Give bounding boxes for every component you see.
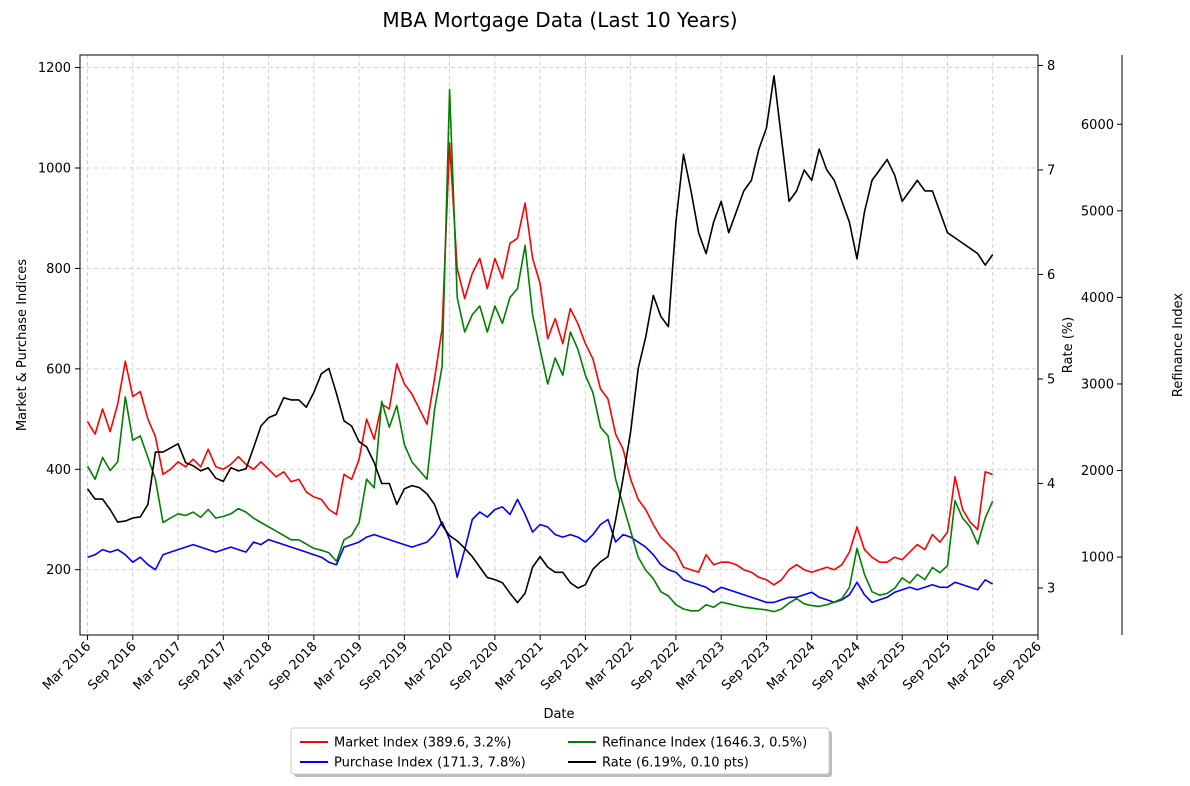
x-tick-label: Sep 2025 xyxy=(900,639,954,693)
x-tick-label: Sep 2022 xyxy=(629,639,683,693)
left-y-tick-label: 1200 xyxy=(38,61,71,76)
left-y-tick-label: 400 xyxy=(46,463,71,478)
x-tick-label: Sep 2020 xyxy=(447,639,501,693)
series-line-refinance xyxy=(86,88,994,613)
x-tick-label: Mar 2019 xyxy=(312,639,366,693)
series-line-rate xyxy=(86,75,994,604)
left-axis-label: Market & Purchase Indices xyxy=(15,259,30,431)
x-tick-label: Mar 2024 xyxy=(764,639,818,693)
x-tick-label: Mar 2017 xyxy=(131,639,185,693)
x-tick-label: Sep 2023 xyxy=(719,639,773,693)
legend: Market Index (389.6, 3.2%) Purchase Index… xyxy=(290,727,832,777)
right-y-tick-label: 8 xyxy=(1047,59,1055,74)
legend-label: Rate (6.19%, 0.10 pts) xyxy=(602,756,749,771)
x-tick-label: Sep 2021 xyxy=(538,639,592,693)
refinance-y-tick-label: 5000 xyxy=(1081,204,1114,219)
right-axis-label: Rate (%) xyxy=(1061,317,1076,373)
x-tick-label: Sep 2019 xyxy=(357,639,411,693)
x-tick-label: Mar 2021 xyxy=(493,639,547,693)
series-line-purchase xyxy=(87,498,994,604)
x-tick-label: Mar 2016 xyxy=(40,639,94,693)
right-y-tick-label: 3 xyxy=(1047,581,1055,596)
refinance-y-tick-label: 1000 xyxy=(1081,551,1114,566)
right-y-tick-label: 5 xyxy=(1047,372,1055,387)
plot-frame xyxy=(79,54,1039,636)
x-tick-label: Mar 2025 xyxy=(855,639,909,693)
x-tick-label: Mar 2018 xyxy=(221,639,275,693)
x-tick-label: Sep 2017 xyxy=(176,639,230,693)
series-layer xyxy=(86,75,994,613)
chart-title: MBA Mortgage Data (Last 10 Years) xyxy=(382,8,737,32)
x-tick-label: Mar 2020 xyxy=(402,639,456,693)
left-y-tick-label: 1000 xyxy=(38,161,71,176)
legend-label: Refinance Index (1646.3, 0.5%) xyxy=(602,736,807,751)
left-y-tick-label: 200 xyxy=(46,563,71,578)
left-y-tick-label: 800 xyxy=(46,262,71,277)
left-y-tick-label: 600 xyxy=(46,362,71,377)
grid-layer xyxy=(80,55,1039,635)
x-tick-label: Sep 2026 xyxy=(991,639,1045,693)
right-y-tick-label: 7 xyxy=(1047,163,1055,178)
x-axis-label: Date xyxy=(543,707,574,722)
series-line-market xyxy=(86,142,993,586)
x-tick-label: Sep 2016 xyxy=(85,639,139,693)
x-tick-label: Mar 2023 xyxy=(674,639,728,693)
legend-label: Market Index (389.6, 3.2%) xyxy=(334,736,511,751)
refinance-axis-label: Refinance Index xyxy=(1171,293,1186,397)
refinance-y-tick-label: 6000 xyxy=(1081,118,1114,133)
refinance-y-tick-label: 4000 xyxy=(1081,291,1114,306)
refinance-y-tick-label: 2000 xyxy=(1081,464,1114,479)
right-y-tick-label: 4 xyxy=(1047,477,1055,492)
x-tick-label: Sep 2024 xyxy=(810,639,864,693)
refinance-y-tick-label: 3000 xyxy=(1081,377,1114,392)
right-y-tick-label: 6 xyxy=(1047,268,1055,283)
x-tick-label: Mar 2022 xyxy=(583,639,637,693)
x-tick-label: Sep 2018 xyxy=(266,639,320,693)
legend-label: Purchase Index (171.3, 7.8%) xyxy=(334,756,526,771)
legend-box xyxy=(290,727,830,775)
x-tick-label: Mar 2026 xyxy=(945,639,999,693)
